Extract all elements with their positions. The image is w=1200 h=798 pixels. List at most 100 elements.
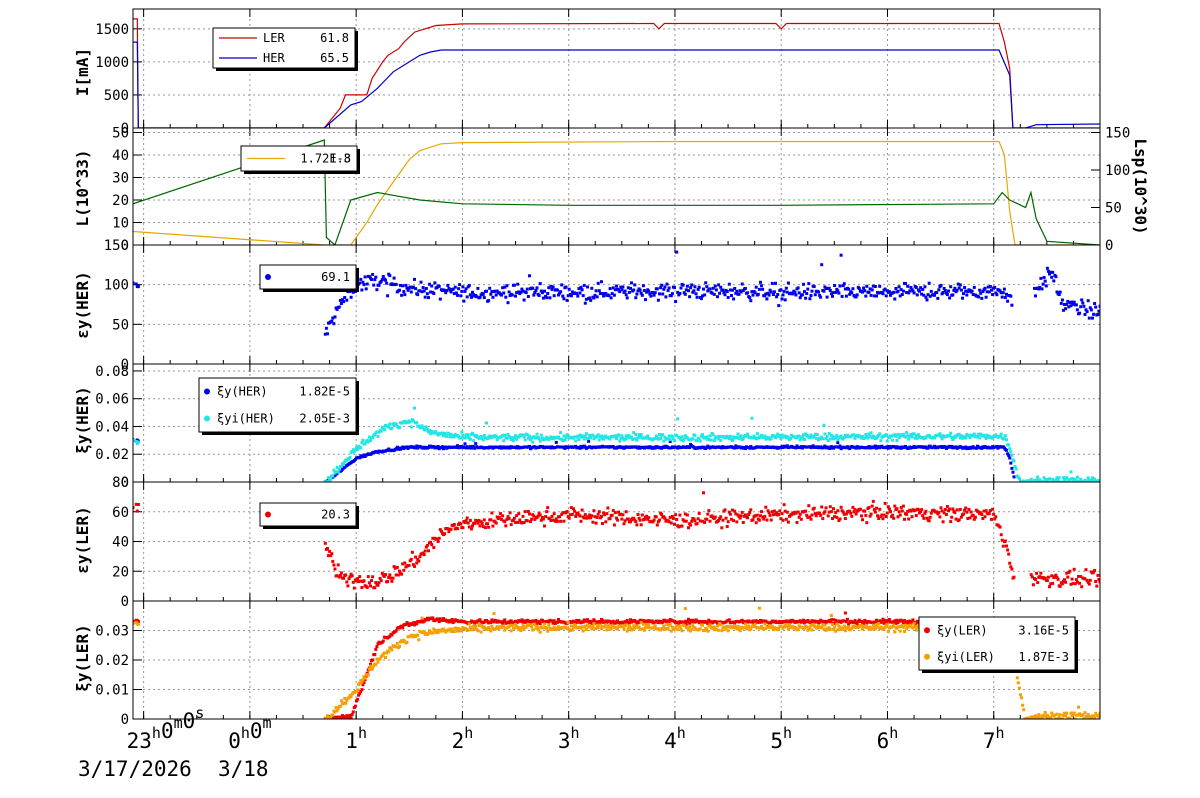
data-point <box>966 290 970 293</box>
data-point <box>821 517 825 521</box>
data-point <box>817 290 820 294</box>
data-point <box>952 436 956 440</box>
data-point <box>661 433 665 437</box>
data-point <box>746 432 750 436</box>
y-tick-label: 0 <box>121 238 129 254</box>
data-point <box>408 420 412 424</box>
data-point <box>621 624 625 628</box>
data-point <box>406 288 410 292</box>
data-point <box>355 446 358 450</box>
data-point <box>398 569 401 573</box>
data-point <box>903 630 906 633</box>
data-point <box>807 627 811 631</box>
data-point <box>504 295 508 299</box>
data-point <box>516 282 520 286</box>
data-point <box>592 296 596 300</box>
data-point <box>893 433 897 437</box>
data-point <box>1006 299 1010 303</box>
data-point <box>861 627 864 631</box>
data-point <box>554 517 558 521</box>
data-point <box>374 663 378 667</box>
data-point <box>880 619 884 623</box>
data-point <box>962 512 965 516</box>
data-point <box>421 551 425 555</box>
data-point <box>331 316 335 320</box>
time-tick-label: 5h <box>770 724 792 753</box>
data-point <box>1063 578 1066 582</box>
data-point <box>1005 448 1008 452</box>
data-point <box>947 509 950 513</box>
data-point <box>345 699 349 703</box>
data-point <box>551 627 555 631</box>
data-point <box>697 437 701 441</box>
y-axis-label: I[mA] <box>73 48 92 96</box>
data-point <box>875 436 878 440</box>
data-point <box>410 550 414 554</box>
data-point <box>757 606 761 610</box>
data-point <box>777 627 781 631</box>
data-point <box>427 549 430 553</box>
data-point <box>676 628 680 632</box>
data-point <box>136 503 140 506</box>
data-point <box>534 288 538 292</box>
data-point <box>970 289 974 293</box>
data-point <box>907 437 911 441</box>
data-point <box>495 515 499 519</box>
data-point <box>712 439 716 442</box>
data-point <box>136 285 140 289</box>
data-point <box>331 713 335 717</box>
data-point <box>687 628 690 632</box>
data-point <box>415 421 419 425</box>
data-point <box>601 522 604 525</box>
data-point <box>557 625 560 629</box>
data-point <box>1054 573 1058 577</box>
data-point <box>402 638 406 642</box>
data-point <box>775 435 779 439</box>
data-point <box>988 509 992 512</box>
data-point <box>553 446 557 449</box>
data-point <box>1007 552 1011 556</box>
data-point <box>400 624 404 628</box>
data-point <box>429 432 433 436</box>
data-point <box>853 508 857 512</box>
data-point <box>814 514 818 518</box>
data-point <box>828 627 832 631</box>
data-point <box>796 286 800 290</box>
data-point <box>926 446 930 450</box>
data-point <box>800 293 804 297</box>
data-point <box>465 516 469 520</box>
data-point <box>413 277 416 281</box>
data-point <box>418 555 422 559</box>
data-point <box>570 628 574 632</box>
data-point <box>557 293 560 297</box>
data-point <box>595 623 599 627</box>
data-point <box>522 298 526 302</box>
data-point <box>639 291 643 295</box>
data-point <box>583 301 587 305</box>
data-point <box>854 295 858 299</box>
data-point <box>442 617 445 621</box>
data-point <box>883 287 887 291</box>
data-point <box>540 515 544 519</box>
data-point <box>1009 461 1013 465</box>
data-point <box>457 287 461 291</box>
data-point <box>941 520 945 524</box>
data-point <box>754 619 758 623</box>
data-point <box>597 510 601 514</box>
data-point <box>503 433 507 437</box>
legend-value: 2.05E-3 <box>299 412 350 426</box>
data-point <box>759 626 762 630</box>
data-point <box>1079 477 1083 481</box>
data-point <box>328 479 332 482</box>
data-point <box>486 522 490 526</box>
data-point <box>988 285 992 289</box>
data-point <box>326 546 329 550</box>
data-point <box>443 288 447 292</box>
data-point <box>779 288 783 292</box>
data-point <box>1087 316 1091 320</box>
data-point <box>691 618 695 622</box>
data-point <box>980 296 984 300</box>
data-point <box>864 513 868 517</box>
data-point <box>788 624 791 627</box>
